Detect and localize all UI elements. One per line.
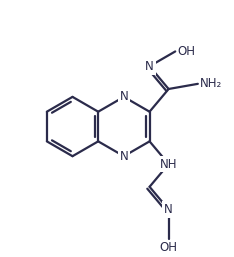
Text: NH₂: NH₂ [200, 77, 222, 90]
Text: OH: OH [160, 241, 178, 254]
Text: N: N [145, 60, 154, 73]
Text: N: N [120, 150, 128, 163]
Text: N: N [164, 203, 173, 216]
Text: NH: NH [160, 158, 177, 171]
Text: N: N [120, 90, 128, 103]
Text: OH: OH [177, 45, 195, 58]
